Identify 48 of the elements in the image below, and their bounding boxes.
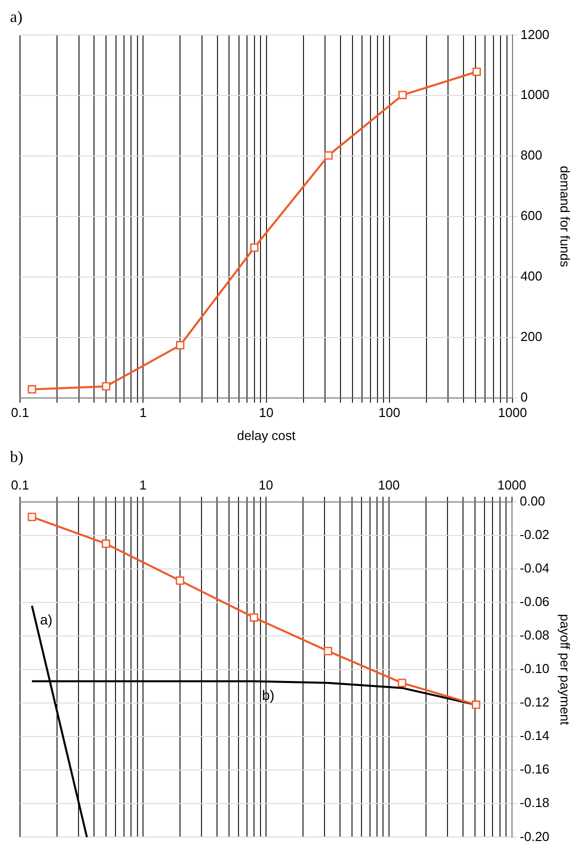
- y-tick-label: 0.00: [520, 493, 546, 508]
- x-tick-label: 10: [259, 405, 274, 420]
- x-tick-label: 0.1: [10, 478, 30, 493]
- x-axis-title: delay cost: [236, 428, 296, 443]
- y-axis-title: demand for funds: [558, 166, 573, 268]
- point: [472, 68, 481, 76]
- chart-title: b): [10, 448, 24, 466]
- point: [102, 382, 110, 391]
- y-tick-label: -0.14: [520, 728, 550, 744]
- y-tick-label: 1200: [520, 26, 550, 42]
- y-tick-label: 400: [520, 268, 542, 284]
- point: [472, 700, 480, 709]
- y-tick-label: 800: [520, 148, 542, 163]
- y-tick-label: -0.08: [520, 628, 550, 643]
- x-tick-label: 1: [140, 405, 147, 420]
- y-tick-label: 0: [520, 389, 528, 404]
- point: [398, 90, 407, 100]
- point: [176, 341, 184, 350]
- point: [398, 678, 406, 688]
- point: [324, 646, 332, 656]
- x-tick-label: 10: [258, 478, 274, 493]
- chart-title: a): [10, 8, 22, 26]
- x-tick-label: 100: [378, 405, 400, 420]
- point: [28, 512, 36, 522]
- y-tick-label: 600: [520, 208, 542, 224]
- y-tick-label: 1000: [520, 87, 550, 102]
- y-tick-label: -0.18: [520, 795, 550, 810]
- point: [250, 613, 258, 622]
- y-tick-label: 200: [520, 328, 542, 344]
- x-tick-label: 1000: [497, 478, 526, 493]
- y-tick-label: -0.10: [520, 661, 550, 676]
- x-tick-label: 1: [139, 478, 147, 493]
- point: [28, 385, 36, 394]
- x-tick-label: 0.1: [10, 405, 30, 420]
- y-tick-label: -0.20: [520, 828, 550, 844]
- y-axis-title: payoff per payment: [558, 614, 573, 726]
- y-tick-label: -0.16: [520, 762, 550, 777]
- annotation: a): [40, 612, 52, 628]
- y-tick-label: -0.04: [520, 560, 550, 576]
- point: [324, 151, 333, 160]
- y-tick-label: -0.06: [520, 594, 550, 609]
- point: [250, 243, 259, 252]
- x-tick-label: 100: [378, 478, 400, 493]
- y-tick-label: -0.12: [520, 694, 550, 710]
- x-tick-label: 1000: [498, 405, 527, 420]
- y-tick-label: -0.02: [520, 526, 550, 542]
- point: [102, 540, 110, 548]
- point: [176, 576, 184, 585]
